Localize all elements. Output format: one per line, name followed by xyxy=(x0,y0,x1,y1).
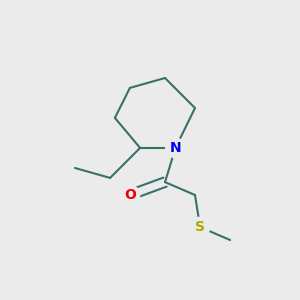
Text: O: O xyxy=(124,188,136,202)
Text: S: S xyxy=(195,220,205,234)
Ellipse shape xyxy=(166,138,185,158)
Text: N: N xyxy=(170,141,181,155)
Ellipse shape xyxy=(120,185,140,205)
Ellipse shape xyxy=(190,217,210,237)
